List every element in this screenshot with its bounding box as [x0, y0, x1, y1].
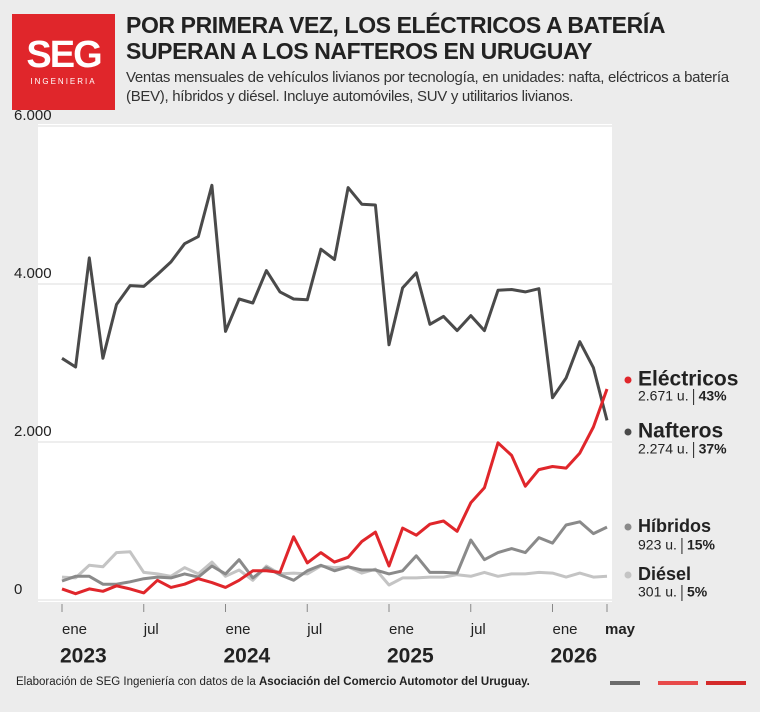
legend-label: Nafteros: [638, 420, 723, 443]
source: Elaboración de SEG Ingeniería con datos …: [16, 676, 530, 688]
year-label: 2023: [60, 645, 107, 668]
x-tick-label: jul: [306, 621, 322, 638]
share-label: 37%: [699, 441, 728, 457]
logo-tagline: INGENIERIA: [30, 77, 97, 86]
year-label: 2024: [224, 645, 271, 668]
series-line: [61, 550, 608, 587]
share-label: 5%: [687, 584, 708, 600]
legend-label: Híbridos: [638, 516, 711, 536]
legend-dot: [624, 376, 632, 384]
legend-dot: [624, 428, 632, 436]
end-value-label: 2.274 u.: [638, 441, 689, 457]
x-tick-label: ene: [226, 621, 251, 638]
x-tick-label: jul: [143, 621, 159, 638]
series-line: [61, 520, 608, 586]
logo: SEG INGENIERIA: [12, 14, 115, 110]
legend-label: Eléctricos: [638, 368, 738, 391]
year-label: 2026: [551, 645, 598, 668]
x-tick-label: ene: [389, 621, 414, 638]
chart-title: POR PRIMERA VEZ, LOS ELÉCTRICOS A BATERÍ…: [126, 12, 665, 64]
y-tick-label: 4.000: [14, 265, 52, 282]
legend-label: Diésel: [638, 564, 691, 584]
x-tick-label: jul: [470, 621, 486, 638]
end-value-label: 2.671 u.: [638, 388, 689, 404]
share-label: 15%: [687, 537, 716, 553]
legend-dot: [624, 523, 632, 531]
end-value-label: 301 u.: [638, 584, 677, 600]
logo-name: SEG: [26, 34, 102, 76]
legend-dot: [624, 571, 632, 579]
chart-subtitle: Ventas mensuales de vehículos livianos p…: [126, 69, 729, 105]
y-tick-label: 0: [14, 581, 22, 598]
source-prefix: Elaboración de SEG Ingeniería con datos …: [16, 676, 256, 688]
x-tick-label: ene: [62, 621, 87, 638]
x-tick-label: ene: [553, 621, 578, 638]
year-label: 2025: [387, 645, 434, 668]
source-organization: Asociación del Comercio Automotor del Ur…: [258, 676, 530, 688]
share-label: 43%: [699, 388, 728, 404]
series-line: [61, 183, 609, 421]
series-line: [61, 388, 609, 596]
y-tick-label: 6.000: [14, 107, 52, 124]
plot-area: [38, 124, 612, 602]
end-value-label: 923 u.: [638, 537, 677, 553]
y-tick-label: 2.000: [14, 423, 52, 440]
x-tick-label: may: [605, 621, 636, 638]
